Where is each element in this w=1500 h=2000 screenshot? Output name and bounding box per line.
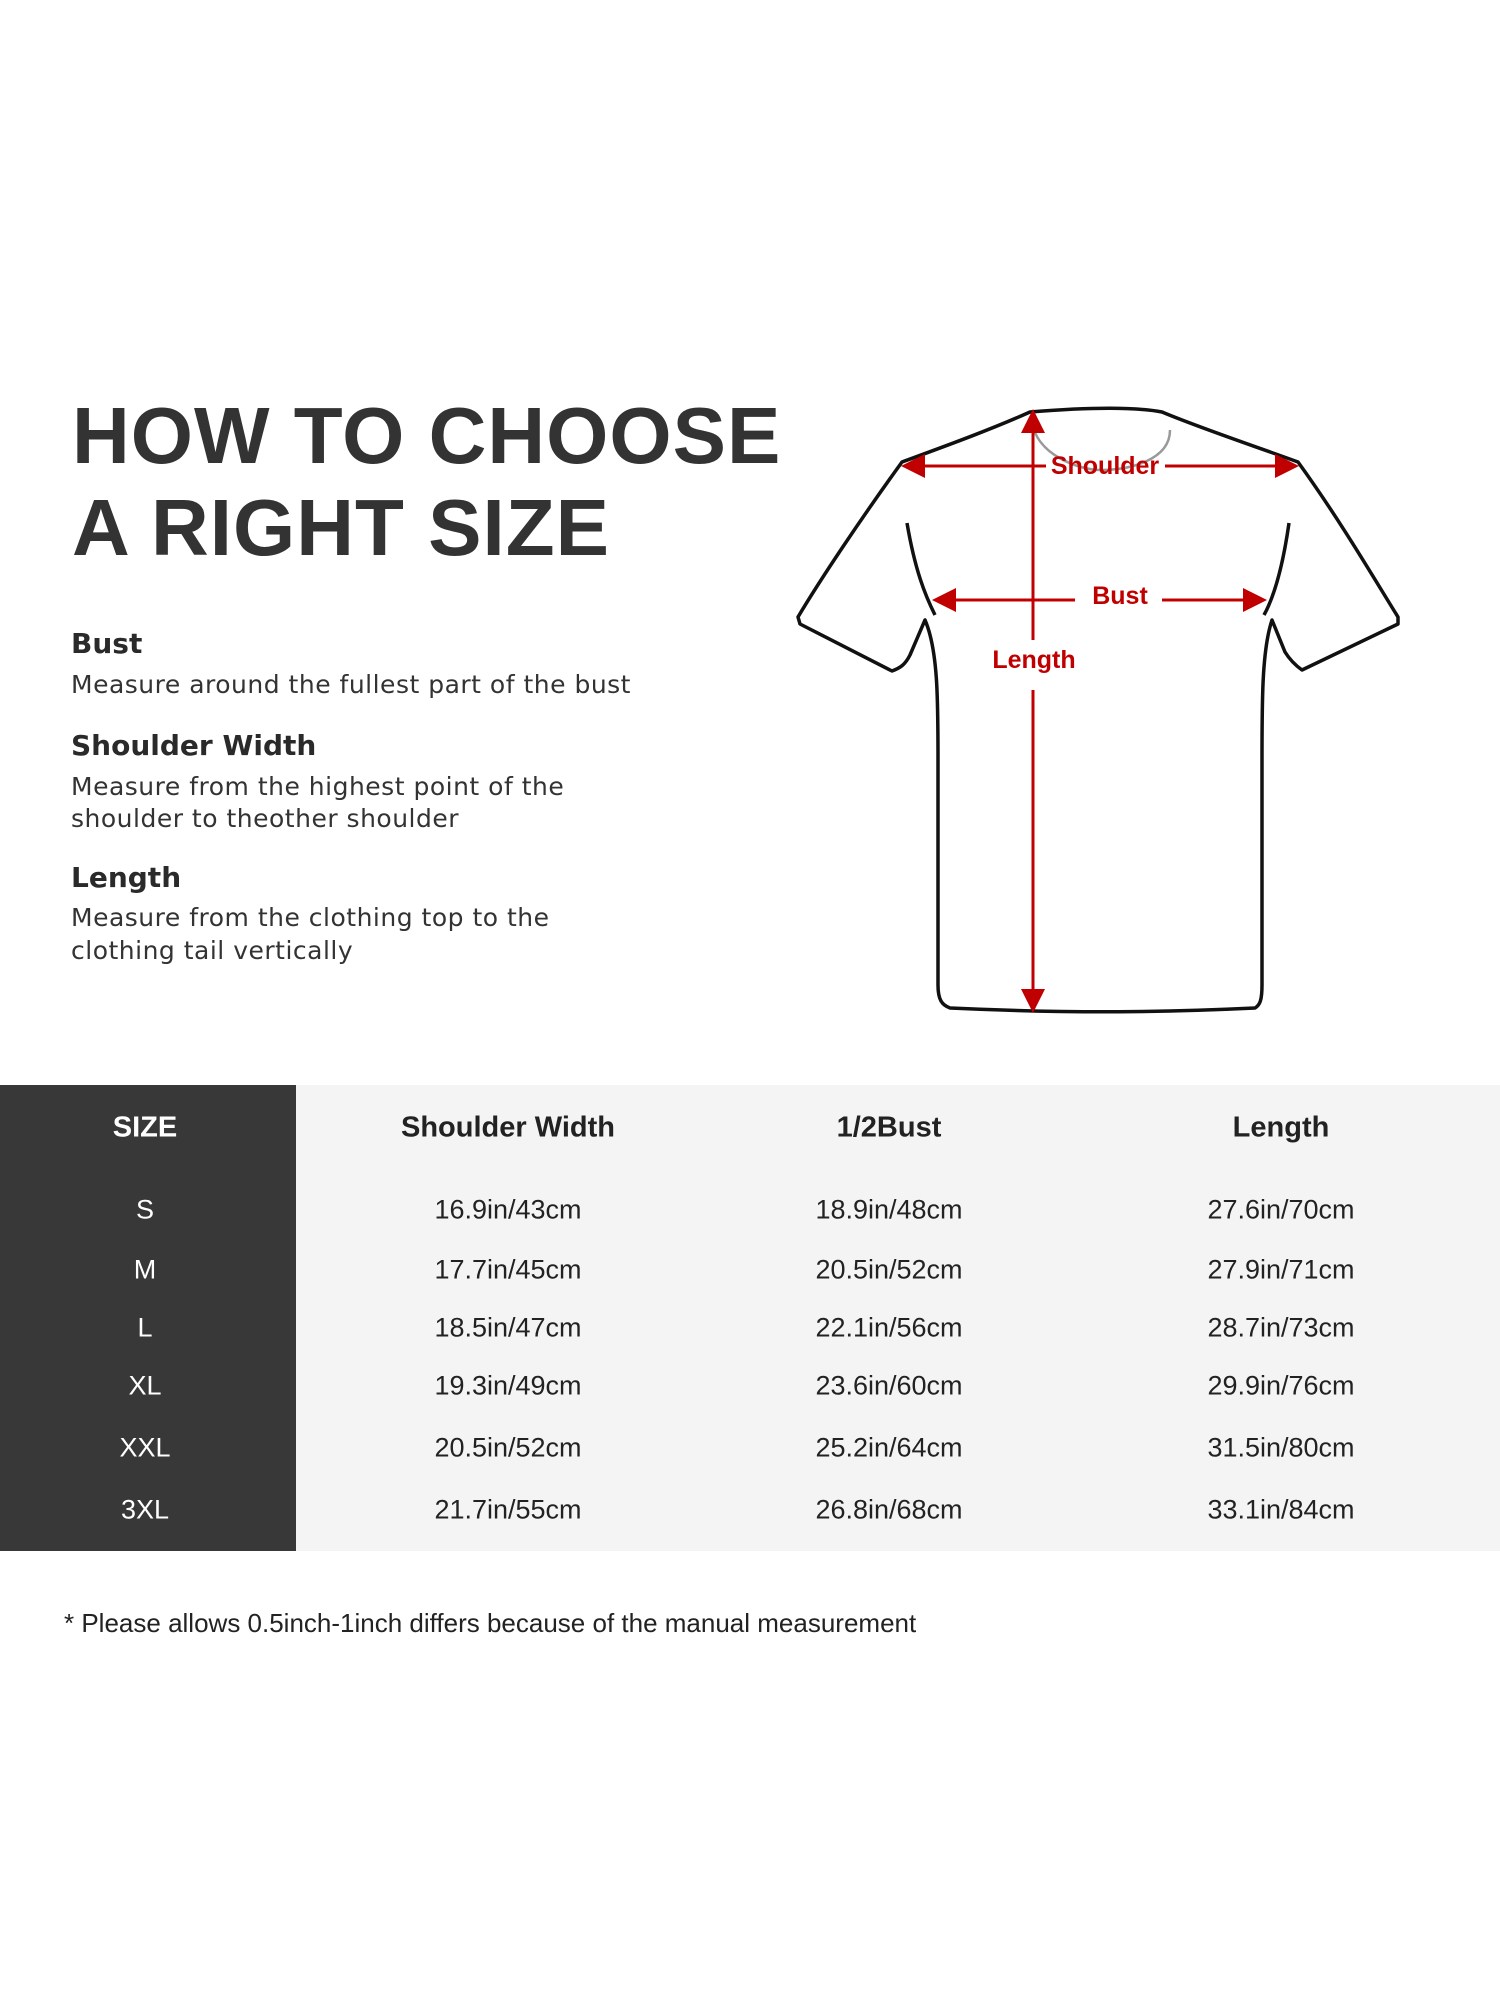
cell-size: L (137, 1312, 153, 1343)
header-length: Length (1232, 1111, 1330, 1144)
cell-length: 31.5in/80cm (1207, 1432, 1355, 1463)
header-shoulder-width: Shoulder Width (401, 1111, 615, 1144)
cell-size: S (135, 1194, 155, 1225)
guide-bust-desc: Measure around the fullest part of the b… (71, 670, 631, 699)
cell-shoulder-width: 16.9in/43cm (434, 1194, 582, 1225)
cell-half-bust: 20.5in/52cm (815, 1254, 963, 1285)
cell-shoulder-width: 19.3in/49cm (434, 1370, 582, 1401)
cell-length: 28.7in/73cm (1207, 1312, 1355, 1343)
size-column (0, 1085, 296, 1551)
size-table: SIZE Shoulder Width 1/2Bust Length S 16.9in/4… (0, 1085, 1500, 1551)
guide-length-title: Length (71, 861, 182, 894)
guide-length-desc-1: Measure from the clothing top to the (71, 903, 550, 932)
cell-half-bust: 18.9in/48cm (815, 1194, 963, 1225)
guide-bust-title: Bust (71, 627, 143, 660)
page-title-line2: A RIGHT SIZE (72, 483, 610, 572)
cell-size: XL (128, 1370, 162, 1401)
page-title-line1: HOW TO CHOOSE (72, 391, 782, 480)
cell-shoulder-width: 17.7in/45cm (434, 1254, 582, 1285)
cell-half-bust: 26.8in/68cm (815, 1494, 963, 1525)
cell-shoulder-width: 21.7in/55cm (434, 1494, 582, 1525)
cell-half-bust: 23.6in/60cm (815, 1370, 963, 1401)
guide-shoulder-desc-1: Measure from the highest point of the (71, 772, 565, 801)
guide-shoulder-desc-2: shoulder to theother shoulder (71, 804, 460, 833)
length-label: Length (992, 646, 1075, 674)
cell-length: 29.9in/76cm (1207, 1370, 1355, 1401)
cell-shoulder-width: 18.5in/47cm (434, 1312, 582, 1343)
cell-shoulder-width: 20.5in/52cm (434, 1432, 582, 1463)
shoulder-label: Shoulder (1051, 452, 1160, 480)
footnote: * Please allows 0.5inch-1inch differs be… (64, 1608, 917, 1638)
cell-length: 33.1in/84cm (1207, 1494, 1355, 1525)
cell-size: XXL (119, 1432, 171, 1463)
tshirt-diagram: Shoulder Bust Length (796, 406, 1400, 1014)
cell-size: M (133, 1254, 157, 1285)
cell-length: 27.6in/70cm (1207, 1194, 1355, 1225)
guide-length-desc-2: clothing tail vertically (71, 936, 354, 965)
header-size: SIZE (112, 1111, 178, 1144)
cell-half-bust: 25.2in/64cm (815, 1432, 963, 1463)
cell-length: 27.9in/71cm (1207, 1254, 1355, 1285)
measurement-arrows (901, 409, 1299, 1013)
guide-shoulder-title: Shoulder Width (71, 729, 317, 762)
tshirt-outline (796, 406, 1400, 1014)
cell-half-bust: 22.1in/56cm (815, 1312, 963, 1343)
cell-size: 3XL (120, 1494, 170, 1525)
header-half-bust: 1/2Bust (836, 1111, 942, 1144)
bust-label: Bust (1092, 582, 1148, 610)
